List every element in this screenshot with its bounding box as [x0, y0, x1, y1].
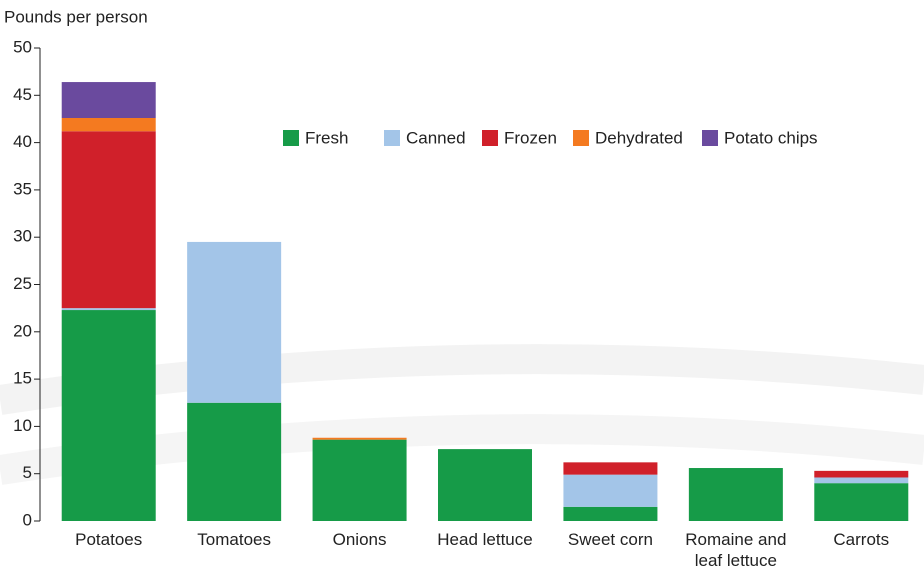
bar-segment [814, 470, 909, 478]
y-axis-title: Pounds per person [4, 7, 148, 26]
y-tick-label: 10 [13, 416, 32, 435]
bar-segment [814, 483, 909, 521]
x-tick-label-box: Head lettuce [437, 530, 533, 549]
y-tick-label: 40 [13, 132, 32, 151]
bar-segment [438, 449, 532, 521]
x-tick-label: Sweet corn [567, 530, 653, 549]
bar-segment [563, 506, 658, 521]
legend-swatch [283, 130, 299, 146]
x-tick-label-box: Carrots [833, 530, 890, 549]
bar-segment [187, 241, 282, 403]
y-tick-label: 35 [13, 179, 32, 198]
y-tick-label: 30 [13, 227, 32, 246]
legend-swatch [573, 130, 589, 146]
x-tick-label-box: Sweet corn [567, 530, 653, 549]
x-tick-label: Head lettuce [437, 530, 533, 549]
y-tick-label: 5 [23, 463, 32, 482]
x-tick-label: Onions [332, 530, 387, 549]
x-tick-label-box: Tomatoes [197, 530, 271, 549]
bar-segment [61, 82, 156, 119]
bar-segment [187, 402, 282, 521]
bar-segment [312, 437, 407, 440]
x-tick-label-box: Onions [332, 530, 387, 549]
legend-swatch [384, 130, 400, 146]
legend-label: Canned [406, 128, 466, 147]
y-tick-label: 25 [13, 274, 32, 293]
x-tick-label-box: Romaine and leaf lettuce [685, 530, 787, 570]
y-tick-label: 0 [23, 510, 32, 529]
bar-segment [61, 308, 156, 311]
legend-label: Potato chips [724, 128, 818, 147]
legend-label: Frozen [504, 128, 557, 147]
bar-segment [563, 474, 658, 507]
bar-segment [688, 468, 783, 521]
x-tick-label-box: Potatoes [75, 530, 143, 549]
y-tick-label: 15 [13, 369, 32, 388]
bar-segment [61, 310, 156, 521]
x-tick-label: Romaine and leaf lettuce [685, 530, 787, 570]
bar-segment [814, 477, 909, 484]
legend-swatch [702, 130, 718, 146]
x-tick-label: Tomatoes [197, 530, 271, 549]
y-tick-label: 45 [13, 85, 32, 104]
x-tick-label: Potatoes [75, 530, 143, 549]
legend-swatch [482, 130, 498, 146]
legend-label: Fresh [305, 128, 348, 147]
y-tick-label: 50 [13, 37, 32, 56]
bar-segment [61, 131, 156, 309]
bar-segment [563, 462, 658, 475]
bar-segment [61, 118, 156, 132]
bar-segment [312, 439, 407, 521]
x-tick-label: Carrots [833, 530, 890, 549]
y-tick-label: 20 [13, 321, 32, 340]
legend-label: Dehydrated [595, 128, 683, 147]
